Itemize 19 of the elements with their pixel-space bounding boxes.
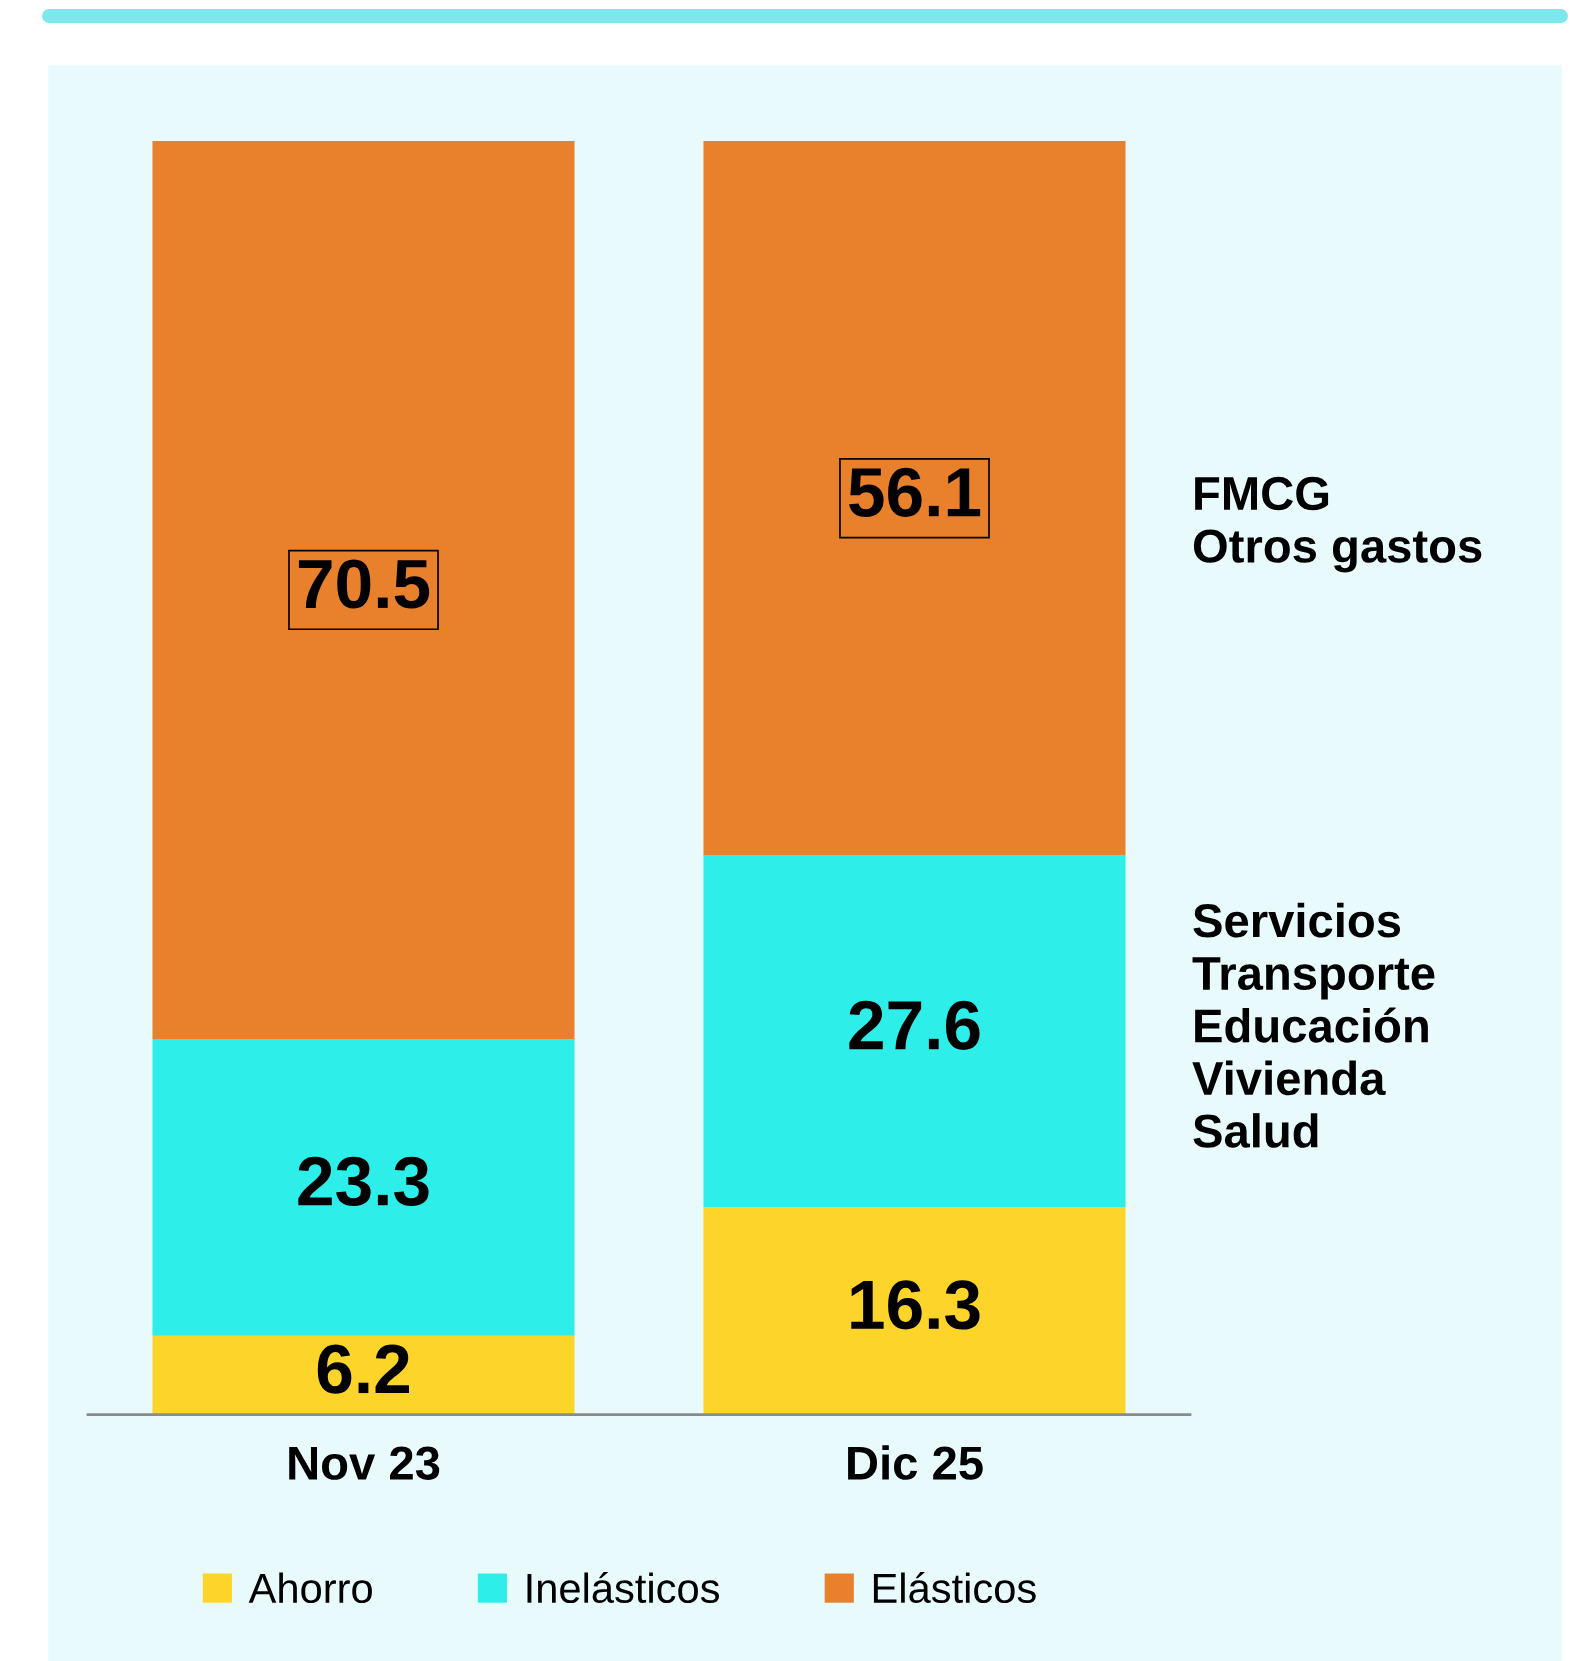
- bar: [703, 141, 1126, 856]
- bar: [703, 1207, 1126, 1415]
- bar: [152, 1335, 575, 1415]
- data-label: 16.3: [851, 1280, 980, 1330]
- legend-label: Elásticos: [873, 1572, 1036, 1604]
- data-label: 56.1: [849, 467, 981, 517]
- data-label: 23.3: [298, 1156, 429, 1206]
- data-label: 70.5: [298, 559, 430, 609]
- x-tick-label: Dic 25: [848, 1445, 983, 1480]
- data-label: 27.6: [849, 1000, 980, 1050]
- bar: [152, 1038, 575, 1336]
- legend-label: Inelásticos: [527, 1572, 720, 1604]
- x-tick-label: Nov 23: [289, 1446, 440, 1480]
- data-label: 6.2: [317, 1344, 409, 1394]
- bar: [703, 855, 1126, 1207]
- legend-label: Ahorro: [248, 1572, 372, 1604]
- bar: [152, 141, 575, 1039]
- text: Servicios Transporte Educación Vivienda Salud: [1192, 902, 1435, 1148]
- text: FMCG Otros gastos: [1193, 476, 1482, 573]
